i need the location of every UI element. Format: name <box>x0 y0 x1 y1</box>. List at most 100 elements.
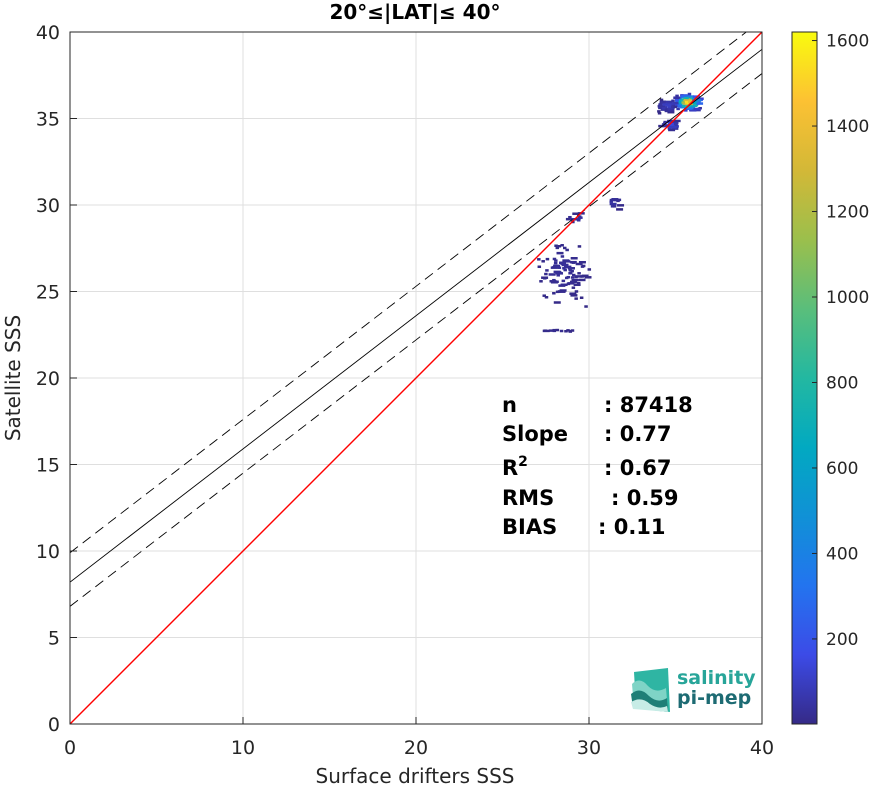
identity-line <box>70 32 762 724</box>
density-bin <box>681 101 685 104</box>
density-bin <box>663 120 667 124</box>
density-bin <box>560 244 564 247</box>
density-bin <box>693 101 697 105</box>
density-bin <box>557 244 562 248</box>
y-tick-label: 5 <box>48 628 60 650</box>
density-bin <box>609 200 613 203</box>
density-bin <box>657 112 662 115</box>
density-bin <box>667 119 675 123</box>
density-bin <box>570 329 575 332</box>
density-bin <box>550 281 558 284</box>
x-axis-label: Surface drifters SSS <box>316 764 515 786</box>
density-bin <box>539 280 543 283</box>
density-bin <box>555 246 560 250</box>
density-bin <box>610 205 615 208</box>
density-bin <box>578 260 586 264</box>
density-bin <box>577 245 582 248</box>
density-bin <box>542 329 550 333</box>
x-tick-label: 10 <box>231 737 255 759</box>
density-bin <box>554 244 558 247</box>
density-bin <box>566 329 570 332</box>
stat-label: n <box>502 393 517 417</box>
density-bin <box>693 107 701 111</box>
density-bin <box>667 110 675 114</box>
density-bin <box>559 329 564 333</box>
density-bin <box>562 267 566 270</box>
fit-upper-bound-line <box>70 32 748 554</box>
wave-icon <box>631 668 670 712</box>
logo-line1: salinity <box>677 667 756 689</box>
colorbar-tick-label: 1600 <box>826 32 869 52</box>
density-bin <box>555 290 560 294</box>
density-bin <box>548 273 556 276</box>
density-bin <box>572 212 580 215</box>
density-bin <box>567 282 575 285</box>
colorbar-ticks: 200 400 600 800 1000 1200 1400 1600 <box>812 32 869 650</box>
density-bin <box>555 328 560 332</box>
colorbar-tick-label: 600 <box>826 459 858 479</box>
density-bin <box>574 297 578 300</box>
density-bin <box>544 296 549 299</box>
density-bin <box>561 263 569 267</box>
density-bin <box>581 274 589 278</box>
density-bin <box>580 265 585 268</box>
density-bin <box>672 101 680 105</box>
density-bin <box>572 273 576 277</box>
density-bin <box>562 259 570 262</box>
density-bin <box>678 98 683 102</box>
density-bin <box>570 294 578 297</box>
stat-label: RMS <box>502 486 554 510</box>
stat-label: BIAS <box>502 515 557 539</box>
density-bin <box>545 269 549 272</box>
colorbar-tick-label: 400 <box>826 544 858 564</box>
density-bin <box>667 108 675 112</box>
density-bin <box>687 95 692 98</box>
density-bin <box>673 122 678 126</box>
density-bin <box>694 99 702 102</box>
density-bin <box>671 104 675 107</box>
density-bin <box>694 99 698 103</box>
density-bin <box>668 122 676 126</box>
density-bin <box>587 268 592 271</box>
density-bin <box>575 262 583 266</box>
density-bin <box>561 279 566 283</box>
density-bin <box>571 278 579 282</box>
density-bin <box>685 105 693 109</box>
density-bin <box>569 292 577 295</box>
density-bin <box>563 246 567 250</box>
density-bin <box>557 266 562 269</box>
x-tick-label: 40 <box>750 737 774 759</box>
density-bin <box>543 277 547 280</box>
density-bin <box>665 101 670 104</box>
density-bin <box>658 104 666 107</box>
density-bin <box>578 278 586 282</box>
density-bin <box>569 280 577 284</box>
density-bin <box>541 260 545 263</box>
density-bin <box>553 264 561 268</box>
density-bin <box>671 99 675 103</box>
y-tick-label: 35 <box>36 109 60 131</box>
axis-ticks: 0 10 20 30 40 0 5 10 15 20 25 30 35 40 <box>36 22 774 759</box>
colorbar-frame <box>791 31 818 725</box>
chart-title: 20°≤|LAT|≤ 40° <box>329 0 500 24</box>
y-tick-label: 10 <box>36 541 60 563</box>
density-bin <box>584 305 588 308</box>
density-bin <box>667 127 672 130</box>
stat-value: : 0.59 <box>611 486 679 510</box>
colorbar-gradient <box>792 32 817 724</box>
density-bin <box>614 198 622 202</box>
density-bin <box>565 248 569 252</box>
density-bin <box>544 272 548 276</box>
density-bin <box>681 95 685 98</box>
colorbar-tick-label: 1000 <box>826 288 869 308</box>
density-bin <box>688 107 692 110</box>
x-tick-label: 0 <box>64 737 76 759</box>
density-bin <box>537 265 542 269</box>
fit-line <box>70 48 762 583</box>
density-bin <box>574 290 579 293</box>
density-bin <box>667 102 675 105</box>
density-bin <box>683 94 688 98</box>
fit-lower-bound-line <box>70 73 762 607</box>
density-bin <box>568 329 572 333</box>
